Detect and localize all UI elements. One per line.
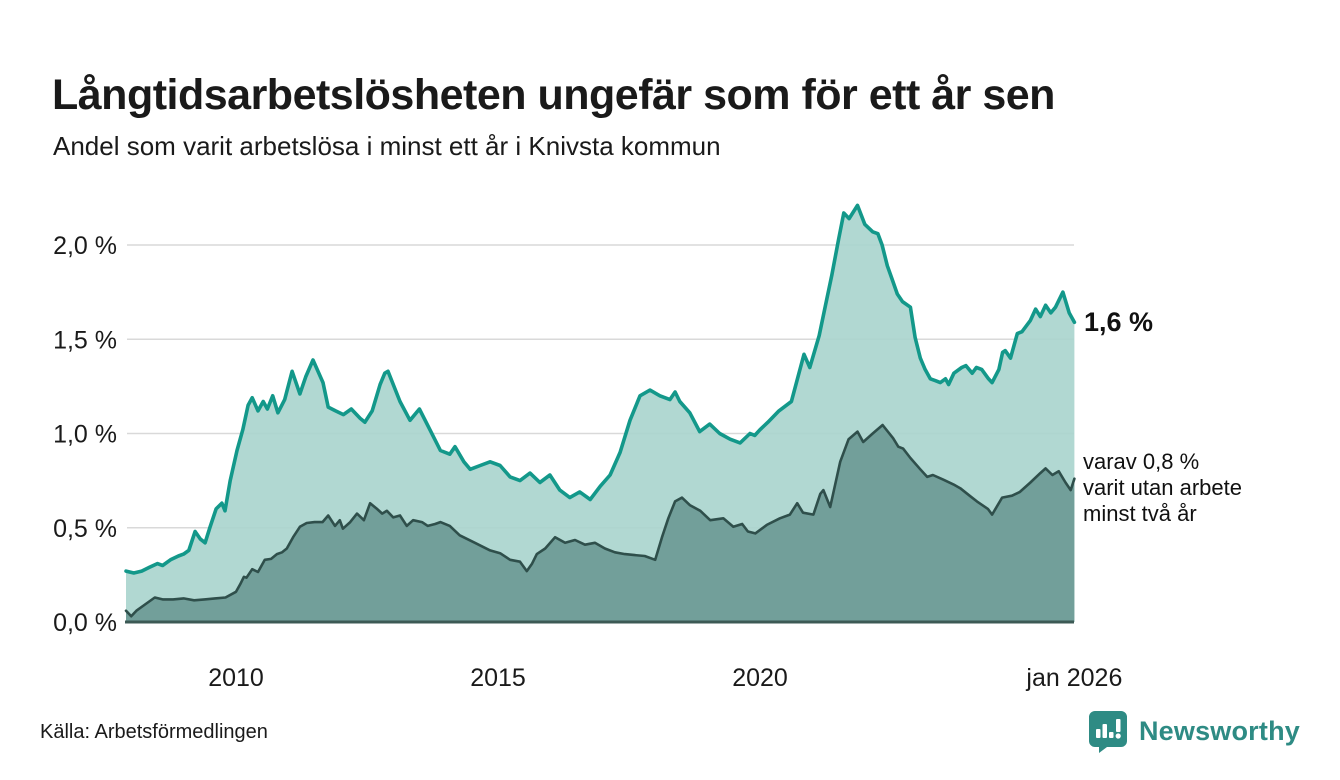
x-axis-tick-label: 2020 xyxy=(732,664,788,692)
x-axis-tick-label: 2015 xyxy=(470,664,526,692)
x-axis-tick-label: jan 2026 xyxy=(1025,664,1122,692)
newsworthy-logo-icon xyxy=(1087,709,1129,753)
newsworthy-brand-name: Newsworthy xyxy=(1138,715,1300,746)
series-two-plus-line xyxy=(124,423,1076,618)
y-axis-tick-label: 1,5 % xyxy=(53,326,117,354)
annotation-two-year-share: varav 0,8 % varit utan arbete minst två … xyxy=(1083,449,1242,526)
y-axis-tick-label: 0,5 % xyxy=(53,515,117,543)
source-credit: Källa: Arbetsförmedlingen xyxy=(40,721,268,743)
series-total-line xyxy=(124,203,1077,575)
y-axis-tick-label: 2,0 % xyxy=(53,232,117,260)
annotation-latest-total-value: 1,6 % xyxy=(1084,307,1154,337)
y-axis-tick-label: 0,0 % xyxy=(53,609,117,637)
y-axis-tick-label: 1,0 % xyxy=(53,421,117,449)
newsworthy-brand: Newsworthy xyxy=(1087,708,1300,754)
chart-subtitle: Andel som varit arbetslösa i minst ett å… xyxy=(53,131,721,161)
page-title: Långtidsarbetslösheten ungefär som för e… xyxy=(52,70,1055,119)
series-two-plus-area xyxy=(126,425,1075,622)
x-axis-tick-label: 2010 xyxy=(208,664,264,692)
